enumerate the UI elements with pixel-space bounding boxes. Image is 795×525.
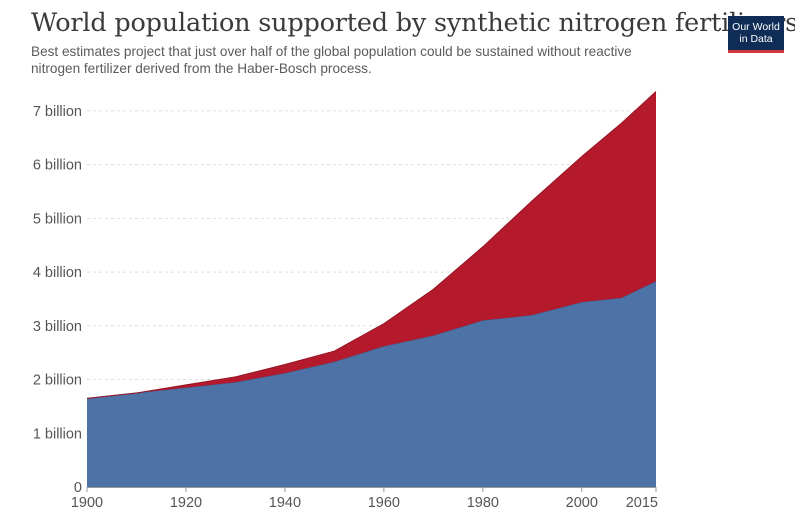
area-series-0 (87, 281, 656, 487)
y-tick-label-0: 0 (74, 480, 82, 496)
x-tick-label-4: 1980 (467, 495, 499, 511)
logo-line-2: in Data (739, 33, 773, 45)
area-series-1 (87, 91, 656, 399)
area-edge-1 (86, 91, 657, 399)
y-tick-label-1: 1 billion (33, 426, 82, 442)
logo-line-1: Our World (732, 21, 780, 33)
x-tick-label-5: 2000 (566, 495, 598, 511)
y-tick-label-3: 3 billion (33, 319, 82, 335)
owid-logo[interactable]: Our World in Data (728, 16, 784, 53)
y-tick-label-5: 5 billion (33, 211, 82, 227)
y-tick-label-2: 2 billion (33, 373, 82, 389)
x-tick-label-1: 1920 (170, 495, 202, 511)
stacked-areas (86, 91, 657, 487)
x-tick-label-0: 1900 (71, 495, 103, 511)
y-tick-label-7: 7 billion (33, 104, 82, 120)
chart-subtitle: Best estimates project that just over ha… (31, 44, 632, 76)
y-tick-label-6: 6 billion (33, 158, 82, 174)
x-tick-label-3: 1960 (368, 495, 400, 511)
y-tick-label-4: 4 billion (33, 265, 82, 281)
x-axis-ticks: 1900 1920 1940 1960 1980 2000 2015 (71, 487, 658, 511)
x-tick-label-6: 2015 (626, 495, 658, 511)
x-tick-label-2: 1940 (269, 495, 301, 511)
chart-title: World population supported by synthetic … (31, 8, 795, 38)
y-axis-ticks: 0 1 billion 2 billion 3 billion 4 billion 5 b… (33, 104, 82, 496)
